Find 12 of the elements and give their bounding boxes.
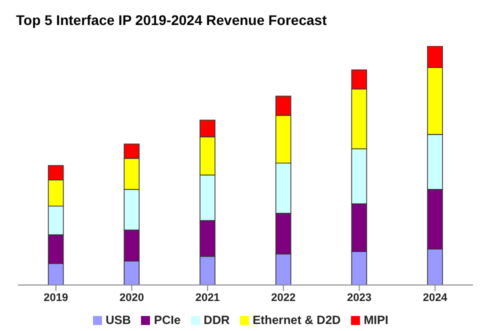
- legend-label: PCIe: [154, 313, 181, 327]
- legend-label: DDR: [204, 313, 230, 327]
- x-tick-label: 2021: [195, 292, 220, 304]
- x-tick-label: 2020: [120, 292, 144, 304]
- x-tick-label: 2023: [347, 292, 372, 304]
- legend-label: MIPI: [364, 313, 388, 327]
- x-tick-label: 2024: [422, 292, 448, 304]
- x-tick-label: 2022: [271, 292, 296, 304]
- x-tick-label: 2019: [44, 292, 68, 304]
- legend-label: Ethernet & D2D: [252, 313, 341, 327]
- legend-label: USB: [106, 313, 131, 327]
- chart-title: Top 5 Interface IP 2019-2024 Revenue Forecast: [15, 11, 328, 30]
